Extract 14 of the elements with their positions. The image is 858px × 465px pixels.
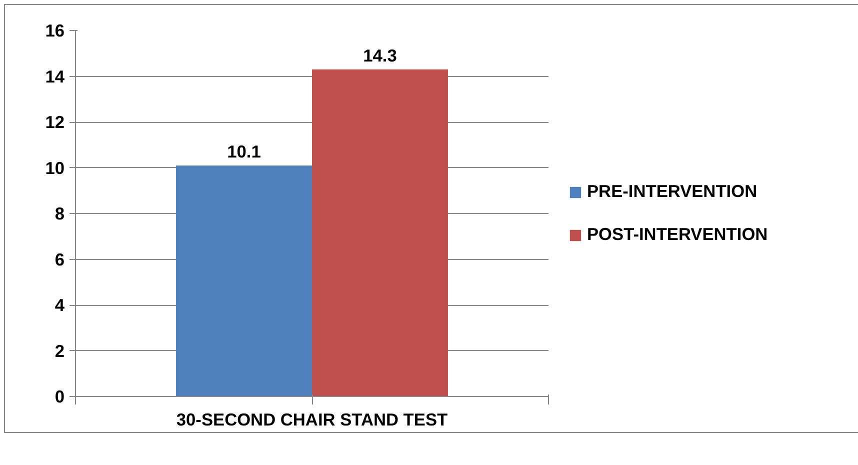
y-tick-label: 14 — [45, 66, 65, 86]
y-tick-label: 2 — [54, 340, 65, 361]
data-label: 10.1 — [227, 141, 262, 162]
y-tick-label: 12 — [45, 112, 65, 132]
x-tick-label: 30-SECOND CHAIR STAND TEST — [176, 410, 448, 430]
data-label: 14.3 — [363, 45, 398, 66]
y-tick-label: 6 — [54, 249, 65, 270]
y-tick-label: 10 — [45, 158, 65, 178]
y-tick-label: 4 — [54, 295, 65, 315]
legend-label: POST-INTERVENTION — [587, 224, 768, 245]
y-tick-label: 0 — [54, 386, 65, 406]
legend-label: PRE-INTERVENTION — [587, 181, 758, 202]
y-tick-label: 8 — [54, 204, 65, 224]
y-tick-label: 16 — [45, 20, 65, 40]
